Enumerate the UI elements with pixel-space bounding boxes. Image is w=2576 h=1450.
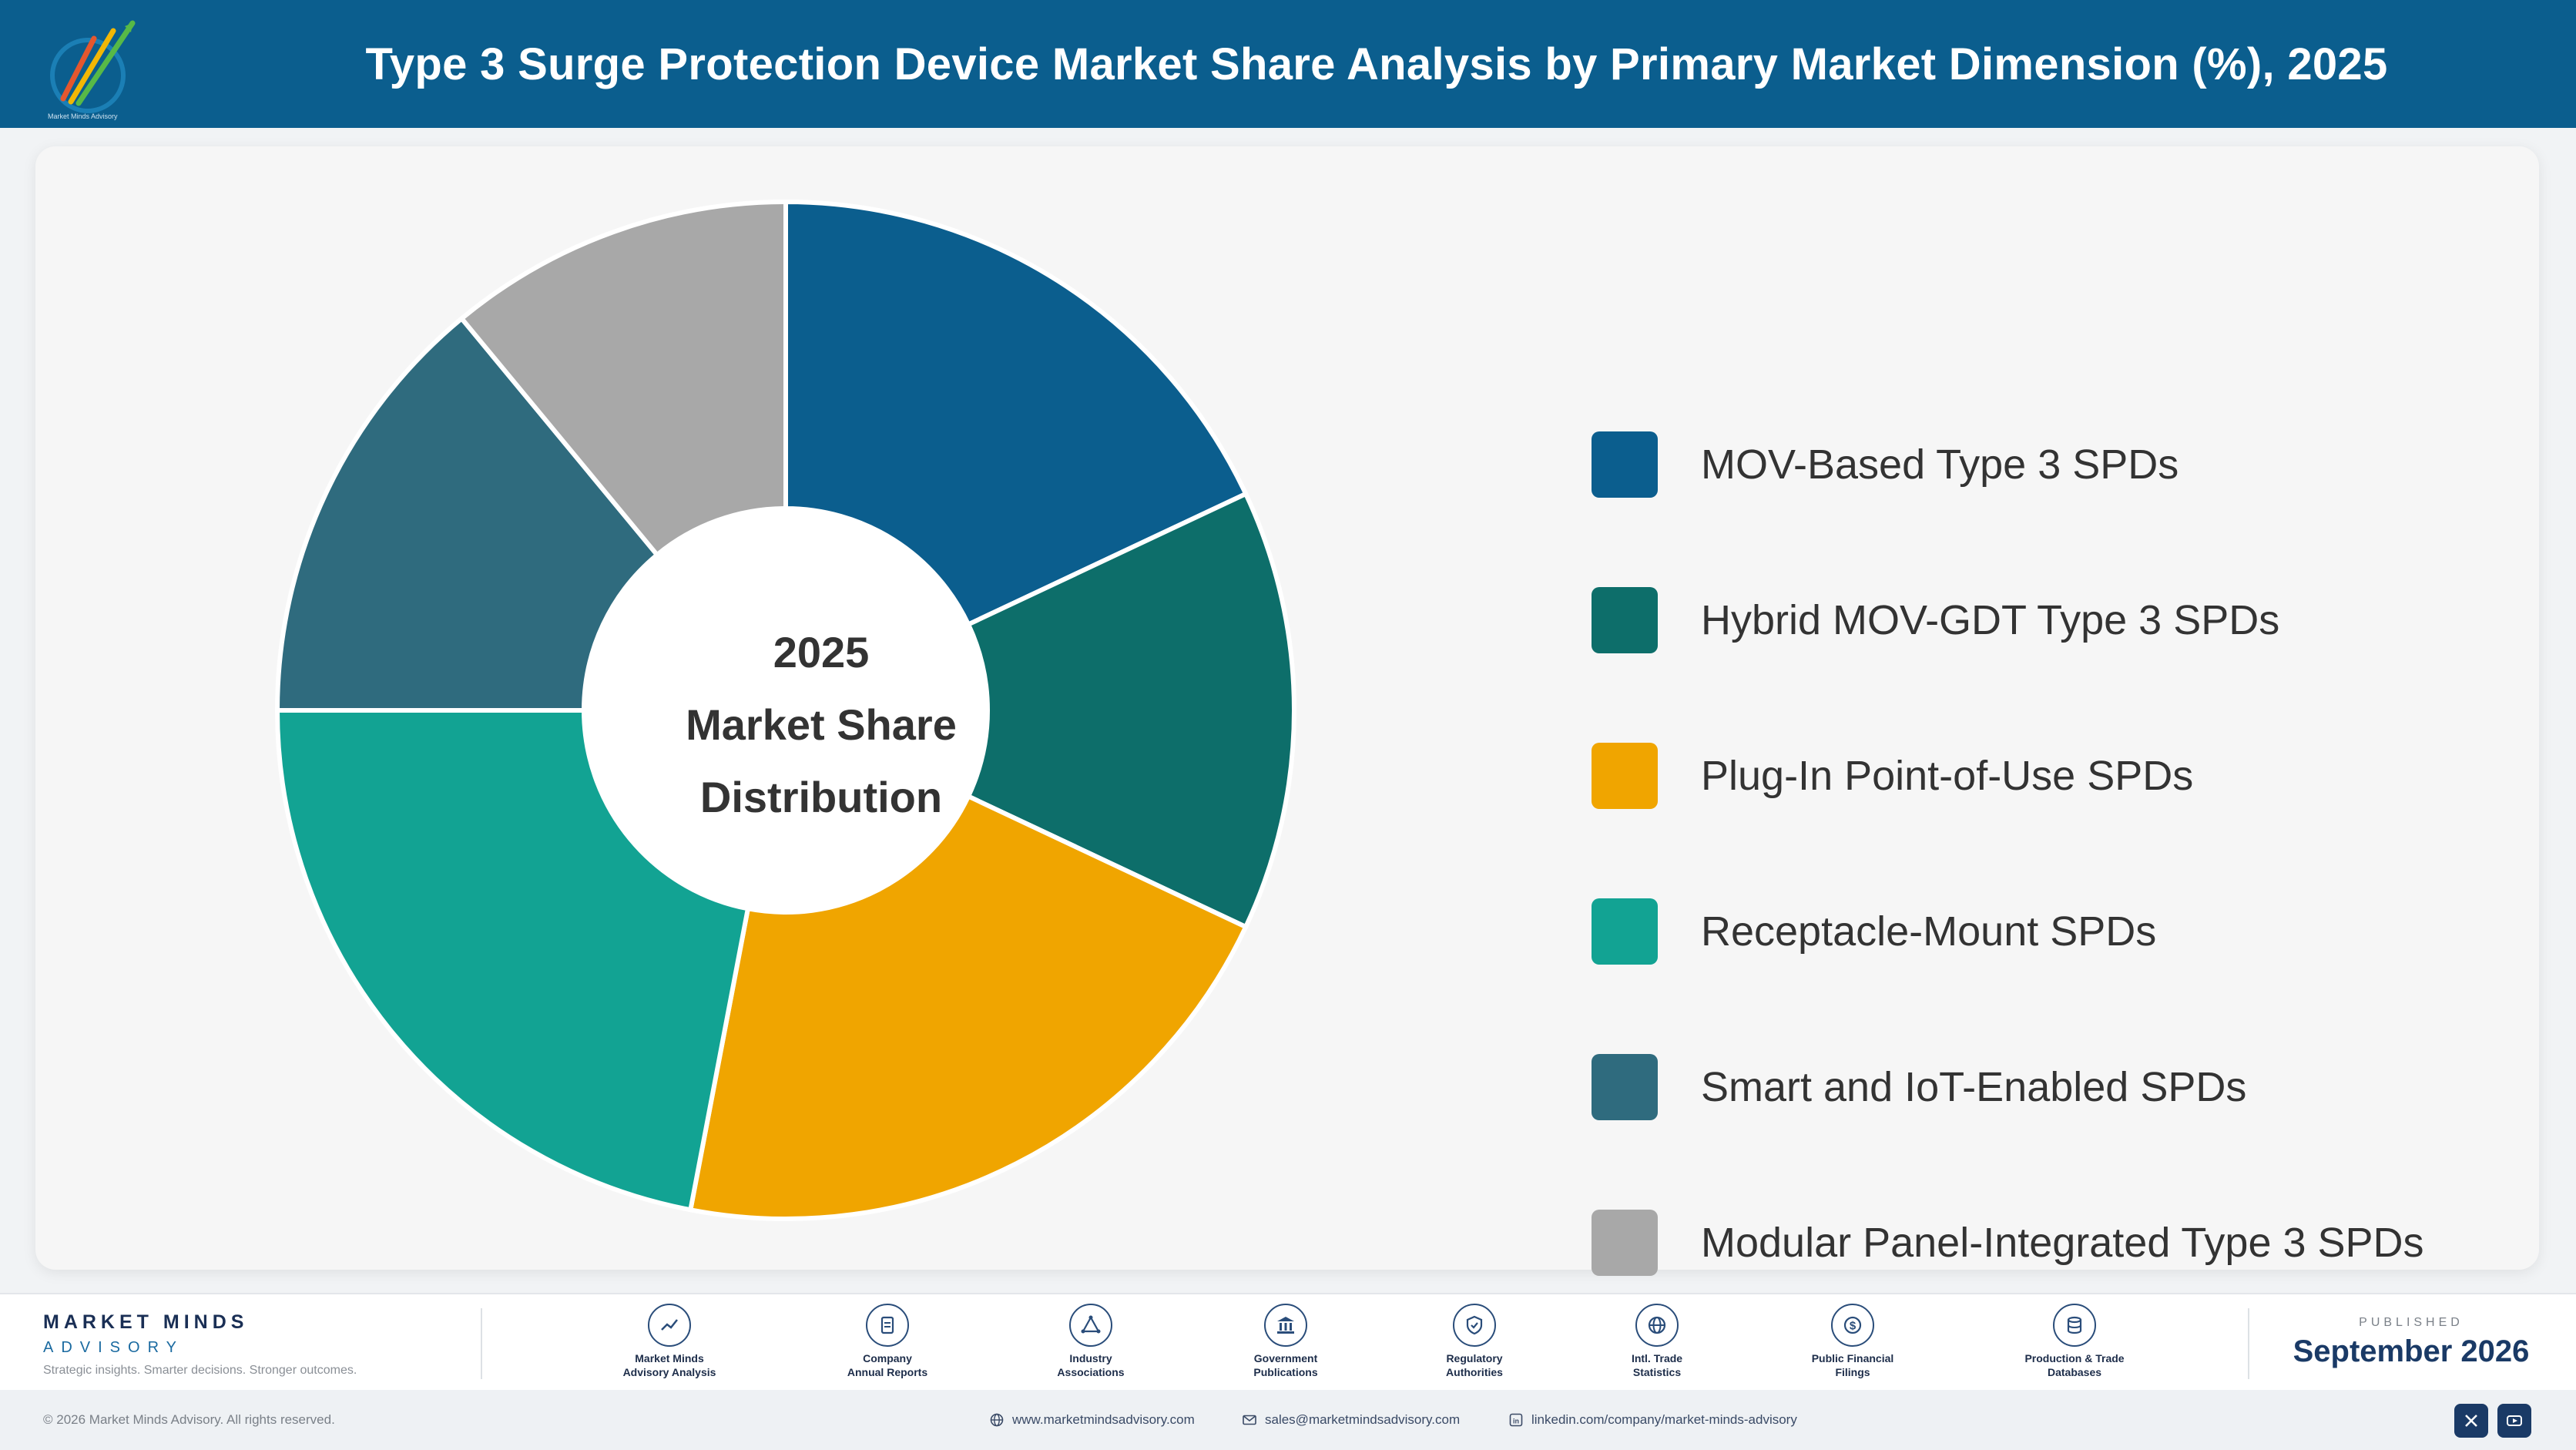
footer-divider (2248, 1308, 2249, 1379)
legend-swatch (1592, 431, 1658, 498)
x-social-button[interactable] (2454, 1404, 2488, 1438)
source-regulatory: Regulatory Authorities (1390, 1304, 1559, 1379)
youtube-social-button[interactable] (2497, 1404, 2531, 1438)
brand-name: MARKET MINDS (43, 1311, 249, 1333)
legend-label: Hybrid MOV-GDT Type 3 SPDs (1701, 597, 2280, 643)
donut-chart (274, 199, 1297, 1221)
center-label-line3: Distribution (699, 773, 943, 821)
document-icon (866, 1304, 909, 1347)
legend-item: Plug-In Point-of-Use SPDs (1592, 743, 2193, 809)
dollar-icon: $ (1831, 1304, 1874, 1347)
shield-icon (1453, 1304, 1496, 1347)
network-icon (1069, 1304, 1112, 1347)
svg-text:$: $ (1850, 1320, 1857, 1333)
published-label: PUBLISHED (2359, 1316, 2464, 1329)
legend-label: Smart and IoT-Enabled SPDs (1701, 1064, 2247, 1110)
legend-item: Receptacle-Mount SPDs (1592, 898, 2156, 965)
source-label: Public Financial Filings (1811, 1352, 1894, 1378)
source-label: Industry Associations (1057, 1352, 1125, 1378)
chart-card: 2025 Market Share Distribution MOV-Based… (35, 146, 2539, 1276)
linkedin-text: linkedin.com/company/market-minds-adviso… (1531, 1412, 1797, 1427)
donut-hole (584, 509, 988, 912)
source-label: Production & Trade Databases (2024, 1352, 2125, 1378)
source-label: Government Publications (1253, 1352, 1318, 1378)
copyright-text: © 2026 Market Minds Advisory. All rights… (43, 1412, 335, 1427)
building-icon (1264, 1304, 1307, 1347)
legend-item: Hybrid MOV-GDT Type 3 SPDs (1592, 587, 2279, 653)
legend-item: Modular Panel-Integrated Type 3 SPDs (1592, 1210, 2424, 1276)
legend-label: Modular Panel-Integrated Type 3 SPDs (1701, 1220, 2424, 1266)
brand-tagline: Strategic insights. Smarter decisions. S… (43, 1364, 357, 1377)
center-label-year: 2025 (773, 628, 870, 676)
source-company-reports: Company Annual Reports (803, 1304, 972, 1379)
published-date: September 2026 (2293, 1334, 2530, 1368)
source-label: Regulatory Authorities (1446, 1352, 1503, 1378)
legend-item: Smart and IoT-Enabled SPDs (1592, 1054, 2246, 1120)
source-industry-associations: Industry Associations (1006, 1304, 1176, 1379)
legend-label: Plug-In Point-of-Use SPDs (1701, 753, 2194, 799)
source-government: Government Publications (1201, 1304, 1370, 1379)
source-label: Intl. Trade Statistics (1631, 1352, 1683, 1378)
legend-label: Receptacle-Mount SPDs (1701, 908, 2157, 955)
chart-line-icon (648, 1304, 691, 1347)
mail-icon (1243, 1415, 1256, 1425)
svg-text:Market Minds Advisory: Market Minds Advisory (48, 112, 118, 120)
brand-subtitle: ADVISORY (43, 1339, 184, 1356)
website-link[interactable]: www.marketmindsadvisory.com (989, 1390, 1195, 1450)
footer-divider (481, 1308, 482, 1379)
legend-swatch (1592, 1054, 1658, 1120)
globe-icon (1635, 1304, 1679, 1347)
company-logo: Market Minds Advisory (48, 20, 136, 120)
page-title: Type 3 Surge Protection Device Market Sh… (365, 39, 2388, 89)
database-icon (2053, 1304, 2096, 1347)
footer: MARKET MINDS ADVISORY Strategic insights… (0, 1293, 2576, 1390)
email-link[interactable]: sales@marketmindsadvisory.com (1242, 1390, 1460, 1450)
website-text: www.marketmindsadvisory.com (1012, 1412, 1195, 1427)
x-icon (2465, 1415, 2477, 1427)
svg-text:in: in (1513, 1418, 1519, 1425)
center-label-line2: Market Share (686, 700, 957, 749)
linkedin-link[interactable]: in linkedin.com/company/market-minds-adv… (1508, 1390, 1797, 1450)
bottom-bar: © 2026 Market Minds Advisory. All rights… (0, 1390, 2576, 1450)
globe-icon (990, 1413, 1004, 1427)
legend-swatch (1592, 587, 1658, 653)
source-databases: Production & Trade Databases (1990, 1304, 2159, 1379)
donut-center-label: 2025 Market Share Distribution (590, 616, 1052, 834)
legend-item: MOV-Based Type 3 SPDs (1592, 431, 2179, 498)
source-financial-filings: $ Public Financial Filings (1768, 1304, 1937, 1379)
legend-label: MOV-Based Type 3 SPDs (1701, 441, 2179, 488)
youtube-icon (2507, 1415, 2522, 1426)
source-label: Company Annual Reports (847, 1352, 928, 1378)
legend-swatch (1592, 1210, 1658, 1276)
linkedin-icon: in (1509, 1413, 1523, 1427)
header-bar: Market Minds Advisory Type 3 Surge Prote… (0, 0, 2576, 128)
legend-swatch (1592, 743, 1658, 809)
legend-swatch (1592, 898, 1658, 965)
source-market-minds: Market Minds Advisory Analysis (585, 1304, 754, 1379)
source-label: Market Minds Advisory Analysis (622, 1352, 716, 1378)
source-trade-statistics: Intl. Trade Statistics (1572, 1304, 1742, 1379)
email-text: sales@marketmindsadvisory.com (1265, 1412, 1461, 1427)
